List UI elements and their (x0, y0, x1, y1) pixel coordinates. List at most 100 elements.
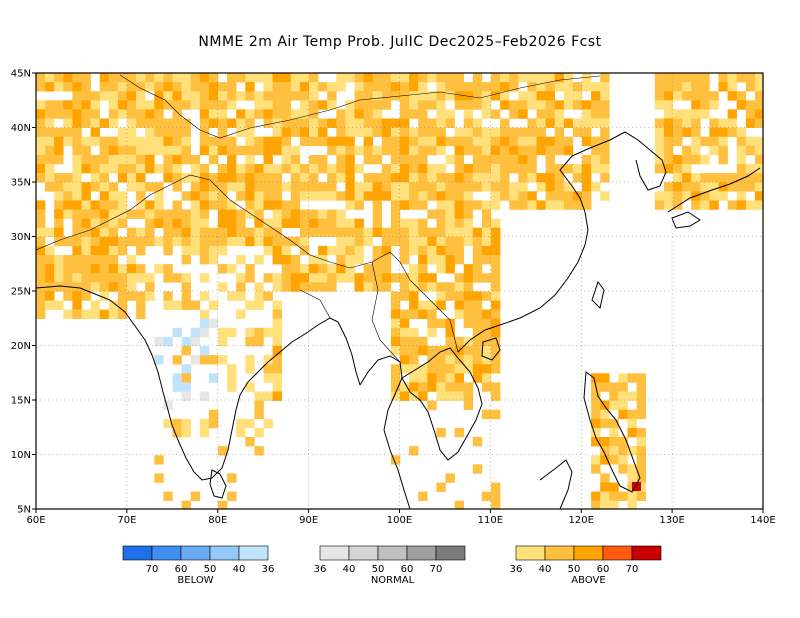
probability-cell (145, 209, 155, 219)
probability-cell (208, 191, 219, 201)
probability-cell (272, 173, 282, 183)
probability-cell (272, 73, 282, 83)
probability-cell (345, 100, 355, 110)
probability-cell (245, 91, 255, 101)
probability-cell (463, 309, 474, 319)
probability-cell (354, 245, 364, 256)
probability-cell (454, 236, 464, 247)
probability-cell (445, 209, 455, 219)
probability-cell (554, 118, 565, 128)
probability-cell (509, 164, 519, 174)
probability-cell (390, 373, 401, 383)
probability-cell (145, 118, 155, 128)
probability-cell (418, 109, 428, 119)
probability-cell (318, 209, 328, 219)
probability-cell (418, 373, 428, 383)
probability-cell (682, 164, 692, 174)
probability-cell (172, 109, 182, 119)
probability-cell (45, 109, 55, 119)
probability-cell (309, 282, 319, 292)
probability-cell (663, 164, 674, 174)
probability-cell (90, 100, 100, 110)
probability-cell (163, 245, 173, 256)
probability-cell (491, 500, 501, 509)
probability-cell (591, 109, 601, 119)
probability-cell (463, 346, 474, 356)
probability-cell (518, 136, 528, 147)
probability-cell (245, 127, 255, 137)
probability-cell (418, 336, 428, 347)
probability-cell (545, 173, 555, 183)
probability-cell (454, 245, 464, 256)
probability-cell (263, 218, 273, 228)
probability-cell (600, 418, 610, 429)
probability-cell (36, 154, 46, 165)
probability-cell (754, 73, 763, 83)
probability-cell (72, 309, 82, 319)
probability-cell (117, 245, 128, 256)
probability-cell (700, 191, 710, 201)
probability-cell (436, 318, 446, 329)
probability-cell (181, 100, 191, 110)
probability-cell (281, 218, 292, 228)
probability-cell (199, 255, 210, 265)
probability-cell (290, 118, 301, 128)
probability-cell (45, 136, 55, 147)
probability-cell (381, 282, 392, 292)
probability-cell (81, 100, 91, 110)
probability-cell (199, 273, 210, 283)
probability-cell (527, 127, 537, 137)
probability-cell (409, 346, 419, 356)
probability-cell (418, 255, 428, 265)
probability-cell (409, 364, 419, 374)
probability-cell (390, 82, 401, 92)
probability-cell (136, 264, 146, 274)
probability-cell (427, 327, 437, 338)
probability-cell (190, 245, 201, 256)
probability-cell (481, 145, 492, 156)
probability-cell (400, 227, 410, 238)
probability-cell (145, 273, 155, 283)
probability-cell (72, 145, 82, 156)
probability-cell (190, 209, 201, 219)
probability-cell (117, 309, 128, 319)
probability-cell (54, 109, 64, 119)
probability-cell (299, 164, 310, 174)
probability-cell (218, 191, 228, 201)
probability-cell (381, 100, 392, 110)
probability-cell (427, 236, 437, 247)
probability-cell (199, 427, 210, 438)
probability-cell (318, 164, 328, 174)
probability-cell (127, 182, 137, 192)
probability-cell (390, 455, 401, 465)
probability-cell (108, 245, 119, 256)
probability-cell (81, 145, 91, 156)
probability-cell (418, 91, 428, 101)
probability-cell (99, 145, 110, 156)
probability-cell (263, 173, 273, 183)
probability-cell (227, 118, 237, 128)
probability-cell (436, 227, 446, 238)
probability-cell (63, 82, 73, 92)
probability-cell (199, 309, 210, 319)
probability-cell (527, 173, 537, 183)
probability-cell (691, 82, 701, 92)
probability-cell (154, 127, 164, 137)
probability-cell (554, 164, 565, 174)
probability-cell (372, 255, 383, 265)
probability-cell (445, 91, 455, 101)
legend-tick-label: 40 (343, 564, 356, 575)
probability-cell (409, 327, 419, 338)
probability-cell (245, 173, 255, 183)
probability-cell (236, 418, 246, 429)
probability-cell (54, 282, 64, 292)
probability-cell (36, 245, 46, 256)
probability-cell (509, 73, 519, 83)
probability-cell (445, 473, 455, 483)
probability-cell (372, 245, 383, 256)
probability-cell (682, 118, 692, 128)
probability-cell (181, 127, 191, 137)
probability-cell (727, 200, 737, 210)
probability-cell (72, 273, 82, 283)
probability-cell (454, 227, 464, 238)
